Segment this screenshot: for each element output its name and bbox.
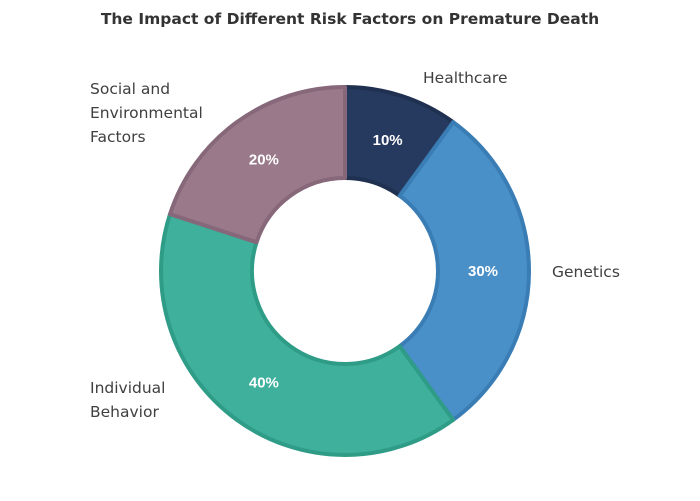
slice-value-label: 30%	[468, 263, 498, 280]
slice-value-labels: 10% 30% 40% 20%	[249, 132, 498, 392]
slice-value-label: 20%	[249, 151, 279, 168]
slice-category-label-line: Genetics	[552, 263, 620, 281]
slice-category-label: Genetics	[552, 263, 620, 281]
slice-value-label: 40%	[249, 375, 279, 392]
slice-category-label-line: Environmental	[90, 104, 203, 122]
slice-category-label-line: Behavior	[90, 403, 159, 421]
chart-title: The Impact of Different Risk Factors on …	[101, 10, 599, 28]
donut-slice-individual-behavior	[159, 212, 456, 457]
slice-category-label-line: Factors	[90, 128, 146, 146]
slice-category-label: Social and Environmental Factors	[90, 80, 203, 146]
slice-value-label: 10%	[373, 132, 403, 149]
slice-category-label: Individual Behavior	[90, 379, 166, 421]
donut-slice-genetics	[397, 120, 531, 422]
slice-category-label: Healthcare	[423, 69, 508, 87]
donut-slice-social-and-environmental-factors	[168, 85, 347, 245]
slice-category-label-line: Healthcare	[423, 69, 508, 87]
slice-category-label-line: Social and	[90, 80, 170, 98]
slice-category-label-line: Individual	[90, 379, 166, 397]
donut-slices	[159, 85, 531, 457]
slice-category-labels: Healthcare Genetics Individual Behavior Soci…	[90, 69, 620, 421]
